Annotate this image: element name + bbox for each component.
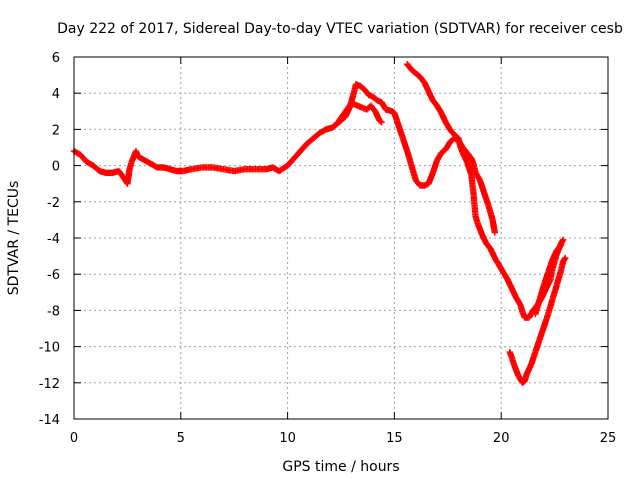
x-axis-label: GPS time / hours [282,459,399,475]
y-tick-label: 6 [52,51,60,66]
x-tick-label: 0 [70,431,78,446]
y-tick-label: -2 [47,196,60,211]
data-layer [70,61,569,386]
series-track-4 [506,254,569,386]
y-tick-label: 0 [52,160,60,175]
data-point-trail [72,81,498,235]
x-tick-label: 15 [386,431,403,446]
y-tick-label: -6 [47,268,60,283]
x-tick-label: 25 [600,431,617,446]
y-tick-label: 4 [52,87,60,102]
data-point-trail [334,101,384,126]
y-tick-label: -12 [39,377,60,392]
y-tick-label: -10 [39,341,60,356]
y-axis-label: SDTVAR / TECUs [6,181,22,296]
chart-title: Day 222 of 2017, Sidereal Day-to-day VTE… [57,21,623,37]
x-tick-label: 20 [493,431,510,446]
x-tick-label: 5 [177,431,185,446]
series-track-2 [333,100,385,128]
series-track-5 [532,242,565,318]
data-point-trail [404,62,566,321]
x-tick-label: 10 [279,431,296,446]
y-tick-label: 2 [52,123,60,138]
y-tick-label: -4 [47,232,60,247]
y-tick-label: -14 [39,413,60,428]
data-point-trail [507,255,568,386]
y-tick-label: -8 [47,304,60,319]
plot-frame [73,56,609,420]
data-point-trail [532,243,564,316]
